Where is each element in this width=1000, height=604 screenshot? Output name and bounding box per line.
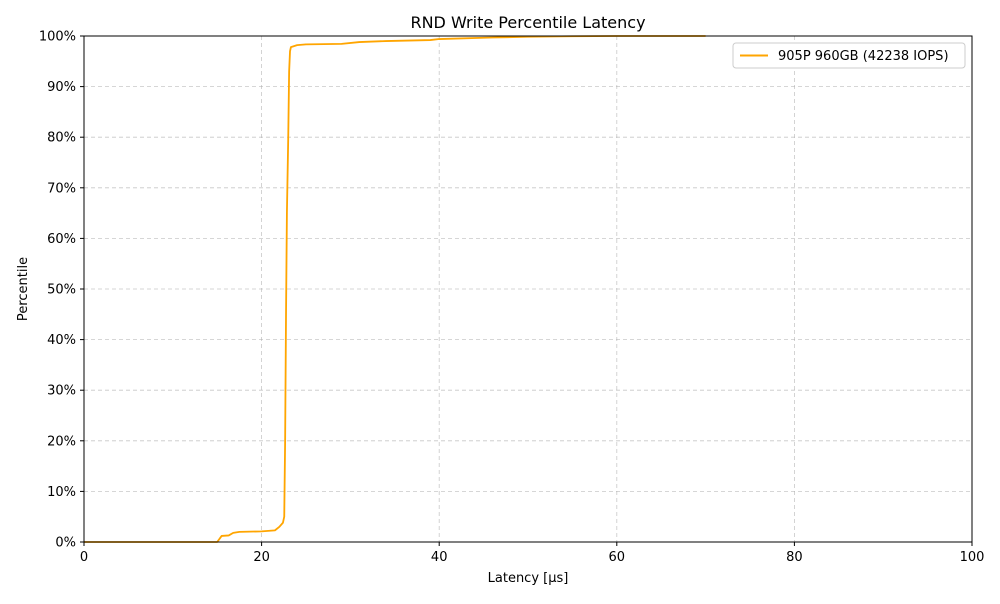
y-tick-label: 70% xyxy=(47,181,76,196)
chart-title: RND Write Percentile Latency xyxy=(410,13,645,32)
y-tick-label: 30% xyxy=(47,384,76,399)
y-tick-label: 0% xyxy=(55,536,76,551)
y-tick-label: 10% xyxy=(47,485,76,500)
y-axis-label: Percentile xyxy=(16,257,31,321)
x-tick-label: 0 xyxy=(80,550,88,565)
legend: 905P 960GB (42238 IOPS) xyxy=(732,42,966,69)
y-tick-label: 80% xyxy=(47,131,76,146)
y-tick-label: 90% xyxy=(47,80,76,95)
axis-ticks: 0 20 40 60 80 100 0% 10% 20% 30% 40% 50% 60% 70% 80% 90… xyxy=(39,30,985,566)
x-axis-label: Latency [µs] xyxy=(488,571,569,586)
x-tick-label: 80 xyxy=(786,550,803,565)
x-tick-label: 60 xyxy=(609,550,626,565)
y-tick-label: 40% xyxy=(47,333,76,348)
y-tick-label: 100% xyxy=(39,30,76,45)
legend-label: 905P 960GB (42238 IOPS) xyxy=(778,49,949,64)
y-tick-label: 20% xyxy=(47,434,76,449)
series-line-0 xyxy=(84,35,706,543)
x-tick-label: 100 xyxy=(960,550,985,565)
x-tick-label: 40 xyxy=(431,550,448,565)
y-tick-label: 50% xyxy=(47,283,76,298)
legend-box xyxy=(732,42,966,69)
y-tick-label: 60% xyxy=(47,232,76,247)
series-layer xyxy=(84,35,706,543)
x-tick-label: 20 xyxy=(253,550,270,565)
